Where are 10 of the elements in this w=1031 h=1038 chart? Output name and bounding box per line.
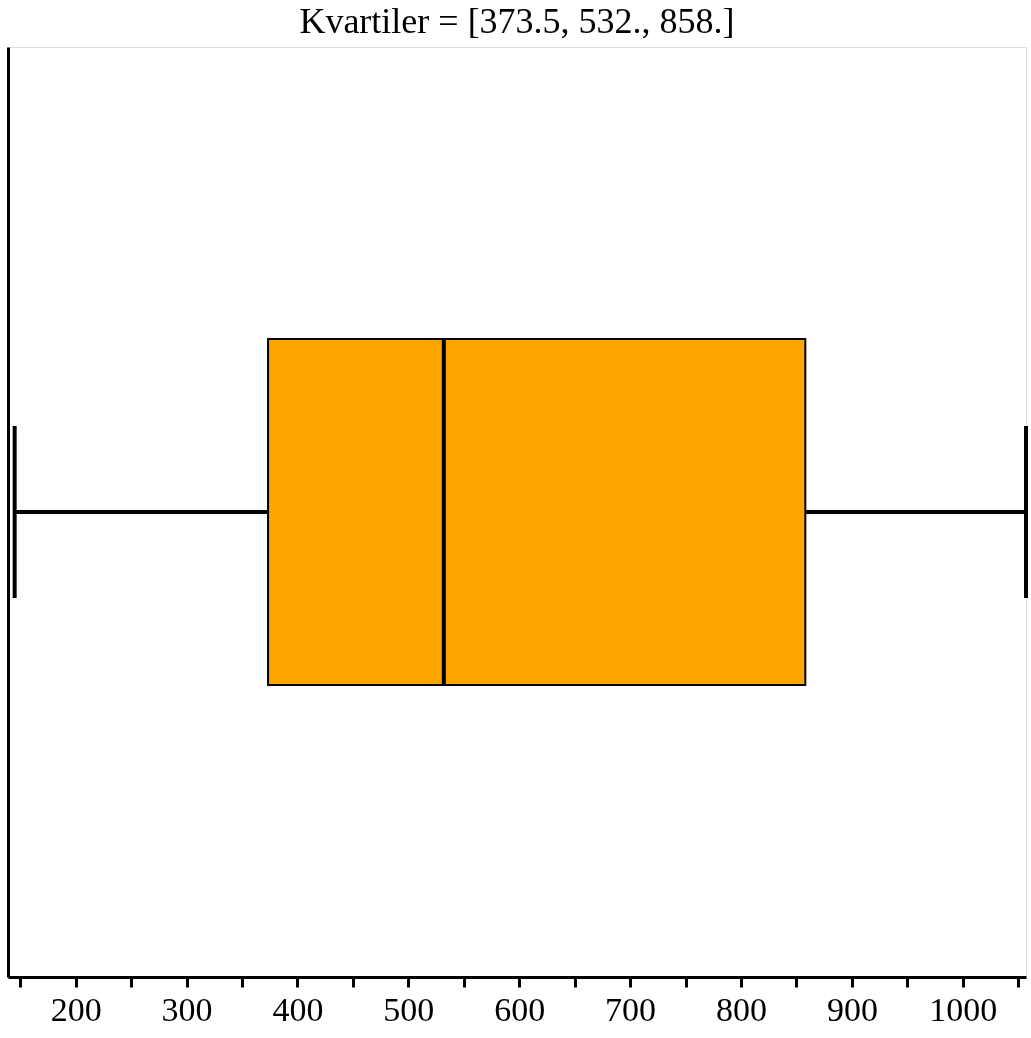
x-tick-label: 500 (383, 990, 435, 1028)
x-tick-label: 200 (50, 990, 102, 1028)
x-tick-label: 800 (716, 990, 767, 1028)
chart-title: Kvartiler = [373.5, 532., 858.] (299, 1, 735, 41)
x-tick-label: 400 (272, 990, 324, 1028)
x-tick-label: 1000 (929, 990, 998, 1028)
x-tick-label: 300 (161, 990, 213, 1028)
x-tick-label: 700 (605, 990, 657, 1028)
x-tick-label: 600 (494, 990, 546, 1028)
x-tick-label: 900 (826, 990, 878, 1028)
